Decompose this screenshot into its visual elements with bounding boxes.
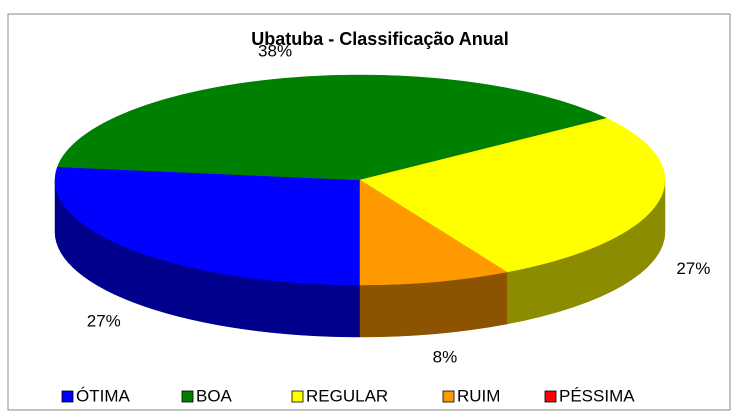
legend-swatch (181, 390, 194, 403)
legend-swatch (291, 390, 304, 403)
slice (57, 74, 608, 181)
slice (359, 179, 508, 286)
data-label: 38% (258, 42, 292, 61)
legend-swatch (442, 390, 455, 403)
slice (359, 118, 666, 273)
data-label: 27% (676, 259, 710, 278)
data-label: 27% (87, 311, 121, 330)
legend-label: PÉSSIMA (559, 386, 635, 405)
legend-label: REGULAR (306, 386, 388, 405)
legend-swatch (61, 390, 74, 403)
legend-label: BOA (196, 386, 233, 405)
data-label: 8% (433, 347, 458, 366)
slice (54, 166, 361, 286)
legend-label: ÓTIMA (76, 386, 130, 405)
chart-title: Ubatuba - Classificação Anual (251, 29, 508, 49)
legend-label: RUIM (457, 386, 500, 405)
legend-swatch (544, 390, 557, 403)
